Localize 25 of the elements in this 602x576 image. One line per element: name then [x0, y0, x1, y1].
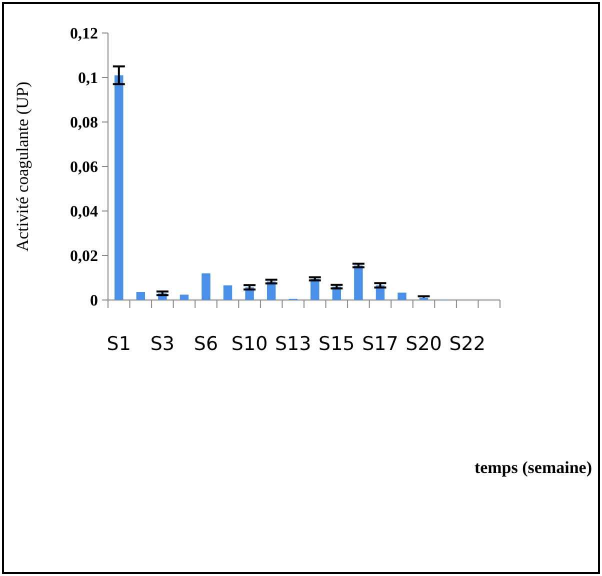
bar [136, 292, 146, 300]
x-tick-label: S10 [231, 333, 268, 355]
y-tick-label: 0,04 [70, 204, 98, 221]
text: temps (semaine) [474, 458, 592, 477]
y-tick-label: 0,08 [70, 114, 98, 132]
bar [398, 292, 406, 300]
y-tick-label: 0,02 [70, 248, 98, 266]
x-tick-label: S3 [150, 333, 175, 355]
bar [180, 294, 189, 300]
y-tick-label: 0,1 [78, 70, 98, 88]
y-tick-label: 0 [90, 292, 98, 310]
bar [202, 273, 210, 300]
x-tick-label: S6 [194, 333, 218, 355]
y-tick-label: 0,06 [70, 159, 98, 176]
x-tick-label: S17 [362, 333, 398, 355]
y-tick-label: 0,12 [70, 26, 98, 43]
x-tick-label: S15 [318, 333, 355, 355]
y-axis-title: Activité coagulante (UP) [13, 82, 32, 252]
bar [114, 75, 124, 300]
x-tick-label: S13 [274, 333, 312, 355]
x-tick-label: S20 [406, 333, 442, 355]
x-tick-label: S22 [449, 333, 486, 355]
x-tick-label: S1 [106, 333, 131, 355]
bar [223, 285, 232, 300]
bar [354, 266, 363, 300]
